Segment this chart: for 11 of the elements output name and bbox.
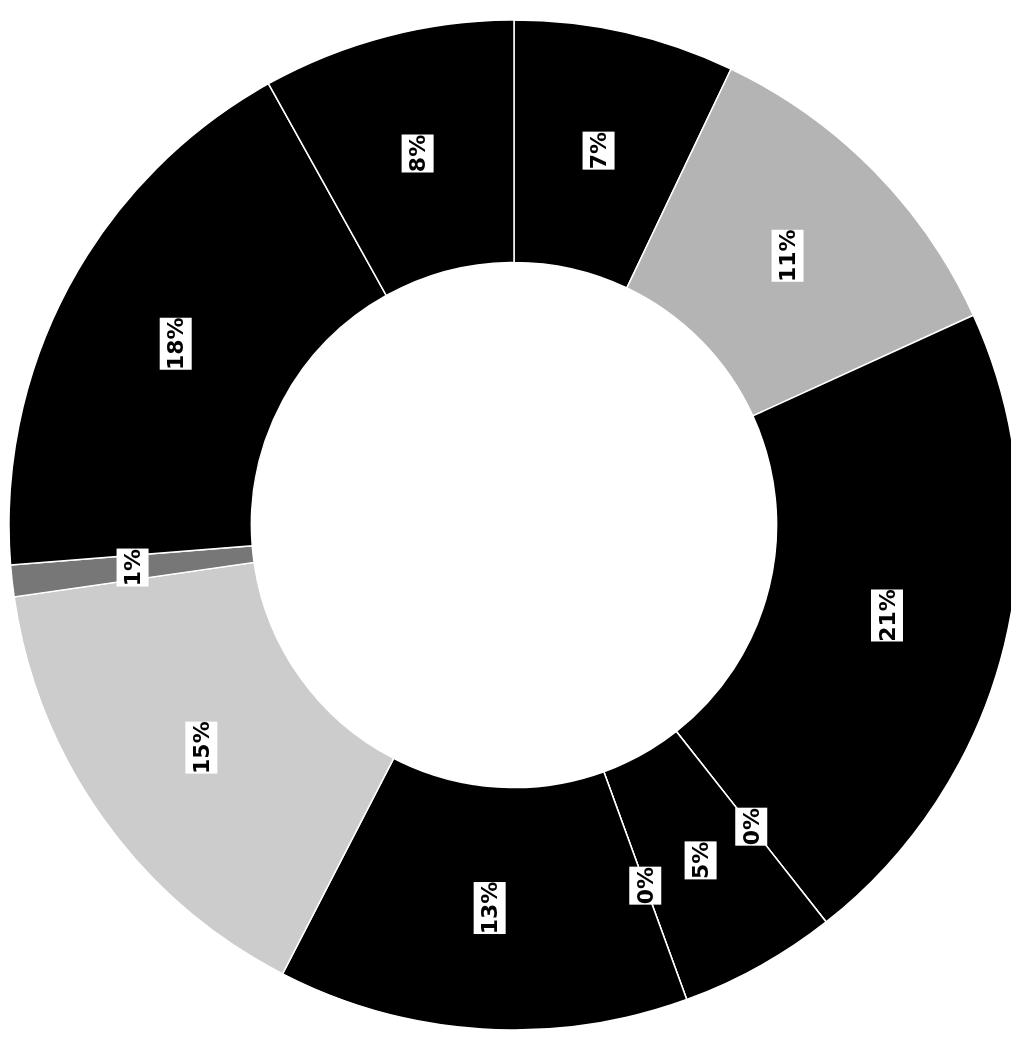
data-label: 5% <box>688 841 714 880</box>
text: 0% <box>738 808 764 846</box>
data-label: 7% <box>586 131 612 170</box>
data-label: 15% <box>189 721 215 774</box>
data-label: 11% <box>775 229 801 283</box>
data-label: 8% <box>405 134 431 173</box>
data-label: 13% <box>477 881 503 935</box>
data-label: 18% <box>163 317 189 371</box>
data-label: 21% <box>874 589 900 642</box>
data-label: 1% <box>120 548 146 587</box>
text: 0% <box>632 866 658 905</box>
